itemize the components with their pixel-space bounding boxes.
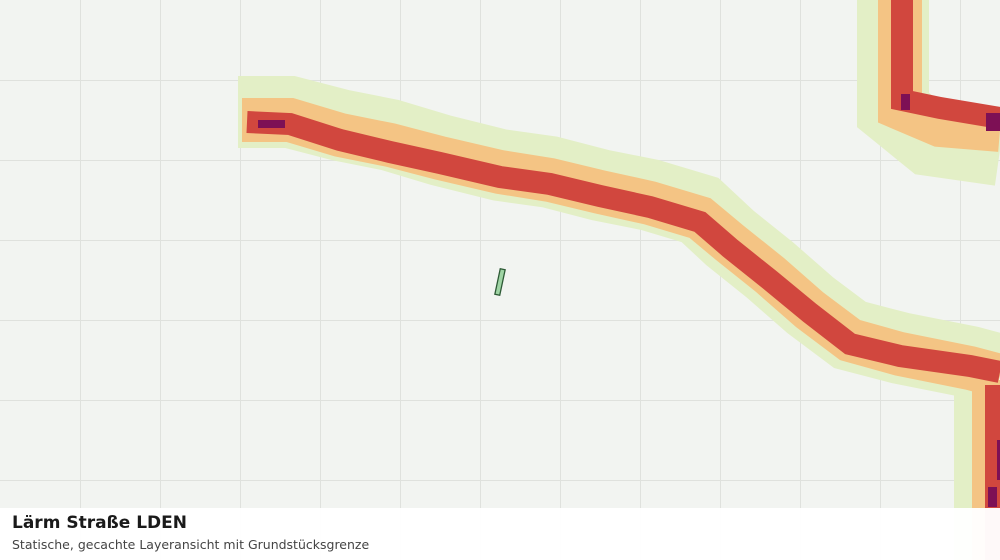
layer-title: Lärm Straße LDEN [12,513,188,533]
noise-layer [238,0,1000,560]
parcel-boundary [494,267,506,297]
legend-footer: Lärm Straße LDEN Statische, gecachte Lay… [0,508,1000,560]
layer-subtitle: Statische, gecachte Layeransicht mit Gru… [12,537,370,552]
noise-band-peak [258,94,1000,507]
